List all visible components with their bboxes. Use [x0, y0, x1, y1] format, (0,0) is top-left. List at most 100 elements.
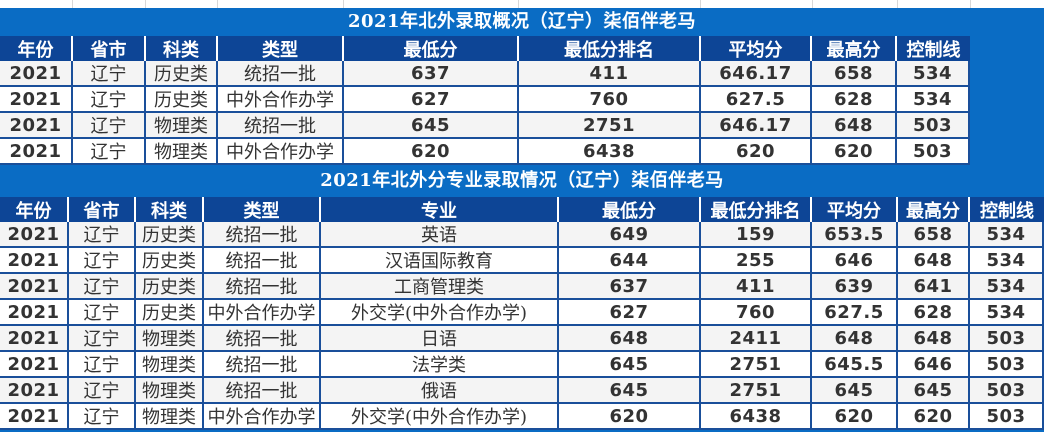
- table-cell[interactable]: 411: [519, 61, 701, 87]
- table-cell[interactable]: 627: [559, 300, 701, 326]
- table-cell[interactable]: 中外合作办学: [218, 87, 344, 113]
- table-cell[interactable]: 646: [812, 248, 898, 274]
- table-cell[interactable]: 628: [898, 300, 970, 326]
- table-cell[interactable]: 637: [344, 61, 519, 87]
- table-cell[interactable]: 646: [898, 352, 970, 378]
- table-cell[interactable]: 2021: [0, 274, 69, 300]
- column-header[interactable]: 省市: [73, 36, 146, 61]
- table-cell[interactable]: 统招一批: [204, 222, 321, 248]
- column-header[interactable]: 专业: [321, 197, 559, 222]
- table-cell[interactable]: 辽宁: [69, 300, 136, 326]
- table-cell[interactable]: 历史类: [146, 61, 218, 87]
- table-cell[interactable]: 760: [701, 300, 812, 326]
- table-cell[interactable]: 物理类: [146, 113, 218, 139]
- table-cell[interactable]: 255: [701, 248, 812, 274]
- table-cell[interactable]: 物理类: [136, 404, 204, 430]
- table-cell[interactable]: 645: [812, 378, 898, 404]
- column-header[interactable]: 类型: [218, 36, 344, 61]
- table-cell[interactable]: 658: [898, 222, 970, 248]
- table-cell[interactable]: 外交学(中外合作办学): [321, 404, 559, 430]
- table-cell[interactable]: 6438: [701, 404, 812, 430]
- table-cell[interactable]: 627: [344, 87, 519, 113]
- table-cell[interactable]: 辽宁: [73, 139, 146, 165]
- table-cell[interactable]: 503: [970, 352, 1044, 378]
- table-cell[interactable]: 637: [559, 274, 701, 300]
- table-cell[interactable]: 历史类: [146, 87, 218, 113]
- table-cell[interactable]: 统招一批: [204, 378, 321, 404]
- table-cell[interactable]: 法学类: [321, 352, 559, 378]
- table-cell[interactable]: 641: [898, 274, 970, 300]
- table-cell[interactable]: 645: [898, 378, 970, 404]
- table-cell[interactable]: 6438: [519, 139, 701, 165]
- table-cell[interactable]: 辽宁: [69, 274, 136, 300]
- table-cell[interactable]: 2021: [0, 352, 69, 378]
- table-cell[interactable]: 2021: [0, 248, 69, 274]
- table-cell[interactable]: 汉语国际教育: [321, 248, 559, 274]
- table-cell[interactable]: 2021: [0, 222, 69, 248]
- column-header[interactable]: 年份: [0, 36, 73, 61]
- table-cell[interactable]: 620: [812, 139, 897, 165]
- table-cell[interactable]: 俄语: [321, 378, 559, 404]
- table-cell[interactable]: 物理类: [136, 352, 204, 378]
- table-cell[interactable]: 503: [897, 113, 970, 139]
- table-cell[interactable]: 中外合作办学: [218, 139, 344, 165]
- column-header[interactable]: 最低分排名: [701, 197, 812, 222]
- table-cell[interactable]: 646.17: [701, 113, 812, 139]
- table-cell[interactable]: 653.5: [812, 222, 898, 248]
- column-header[interactable]: 最高分: [812, 36, 897, 61]
- column-header[interactable]: 最低分: [559, 197, 701, 222]
- table-cell[interactable]: 统招一批: [204, 326, 321, 352]
- table-cell[interactable]: 534: [897, 61, 970, 87]
- column-header[interactable]: 科类: [146, 36, 218, 61]
- column-header[interactable]: 科类: [136, 197, 204, 222]
- column-header[interactable]: 最低分: [344, 36, 519, 61]
- table-cell[interactable]: 639: [812, 274, 898, 300]
- table-cell[interactable]: 2021: [0, 378, 69, 404]
- table-cell[interactable]: 159: [701, 222, 812, 248]
- table-cell[interactable]: 历史类: [136, 300, 204, 326]
- table-cell[interactable]: 物理类: [136, 378, 204, 404]
- column-header[interactable]: 控制线: [970, 197, 1044, 222]
- table-cell[interactable]: 620: [898, 404, 970, 430]
- table-cell[interactable]: 2021: [0, 61, 73, 87]
- table-cell[interactable]: 2021: [0, 87, 73, 113]
- table-cell[interactable]: 503: [970, 404, 1044, 430]
- table-cell[interactable]: 2751: [701, 352, 812, 378]
- table-cell[interactable]: 2751: [701, 378, 812, 404]
- table-cell[interactable]: 648: [812, 326, 898, 352]
- table-cell[interactable]: 534: [970, 248, 1044, 274]
- table-cell[interactable]: 2021: [0, 139, 73, 165]
- table-cell[interactable]: 统招一批: [218, 61, 344, 87]
- table-cell[interactable]: 2021: [0, 113, 73, 139]
- table-cell[interactable]: 648: [898, 326, 970, 352]
- table-cell[interactable]: 2751: [519, 113, 701, 139]
- column-header[interactable]: 省市: [69, 197, 136, 222]
- table-cell[interactable]: 历史类: [136, 248, 204, 274]
- table-cell[interactable]: 2021: [0, 326, 69, 352]
- table-cell[interactable]: 534: [897, 87, 970, 113]
- table-cell[interactable]: 2021: [0, 300, 69, 326]
- table-cell[interactable]: 534: [970, 300, 1044, 326]
- column-header[interactable]: 年份: [0, 197, 69, 222]
- table-cell[interactable]: 534: [970, 222, 1044, 248]
- table-cell[interactable]: 503: [897, 139, 970, 165]
- table-cell[interactable]: 历史类: [136, 274, 204, 300]
- table-cell[interactable]: 日语: [321, 326, 559, 352]
- column-header[interactable]: 平均分: [701, 36, 812, 61]
- table-cell[interactable]: 辽宁: [73, 61, 146, 87]
- table-cell[interactable]: 中外合作办学: [204, 300, 321, 326]
- table-cell[interactable]: 648: [559, 326, 701, 352]
- table-cell[interactable]: 648: [812, 113, 897, 139]
- table-cell[interactable]: 760: [519, 87, 701, 113]
- table-cell[interactable]: 工商管理类: [321, 274, 559, 300]
- table-cell[interactable]: 644: [559, 248, 701, 274]
- table-cell[interactable]: 辽宁: [69, 352, 136, 378]
- table-cell[interactable]: 645: [344, 113, 519, 139]
- table-cell[interactable]: 411: [701, 274, 812, 300]
- table-cell[interactable]: 辽宁: [69, 404, 136, 430]
- column-header[interactable]: 最高分: [898, 197, 970, 222]
- table-cell[interactable]: 辽宁: [69, 326, 136, 352]
- table-cell[interactable]: 503: [970, 326, 1044, 352]
- table-cell[interactable]: 统招一批: [218, 113, 344, 139]
- table-cell[interactable]: 648: [898, 248, 970, 274]
